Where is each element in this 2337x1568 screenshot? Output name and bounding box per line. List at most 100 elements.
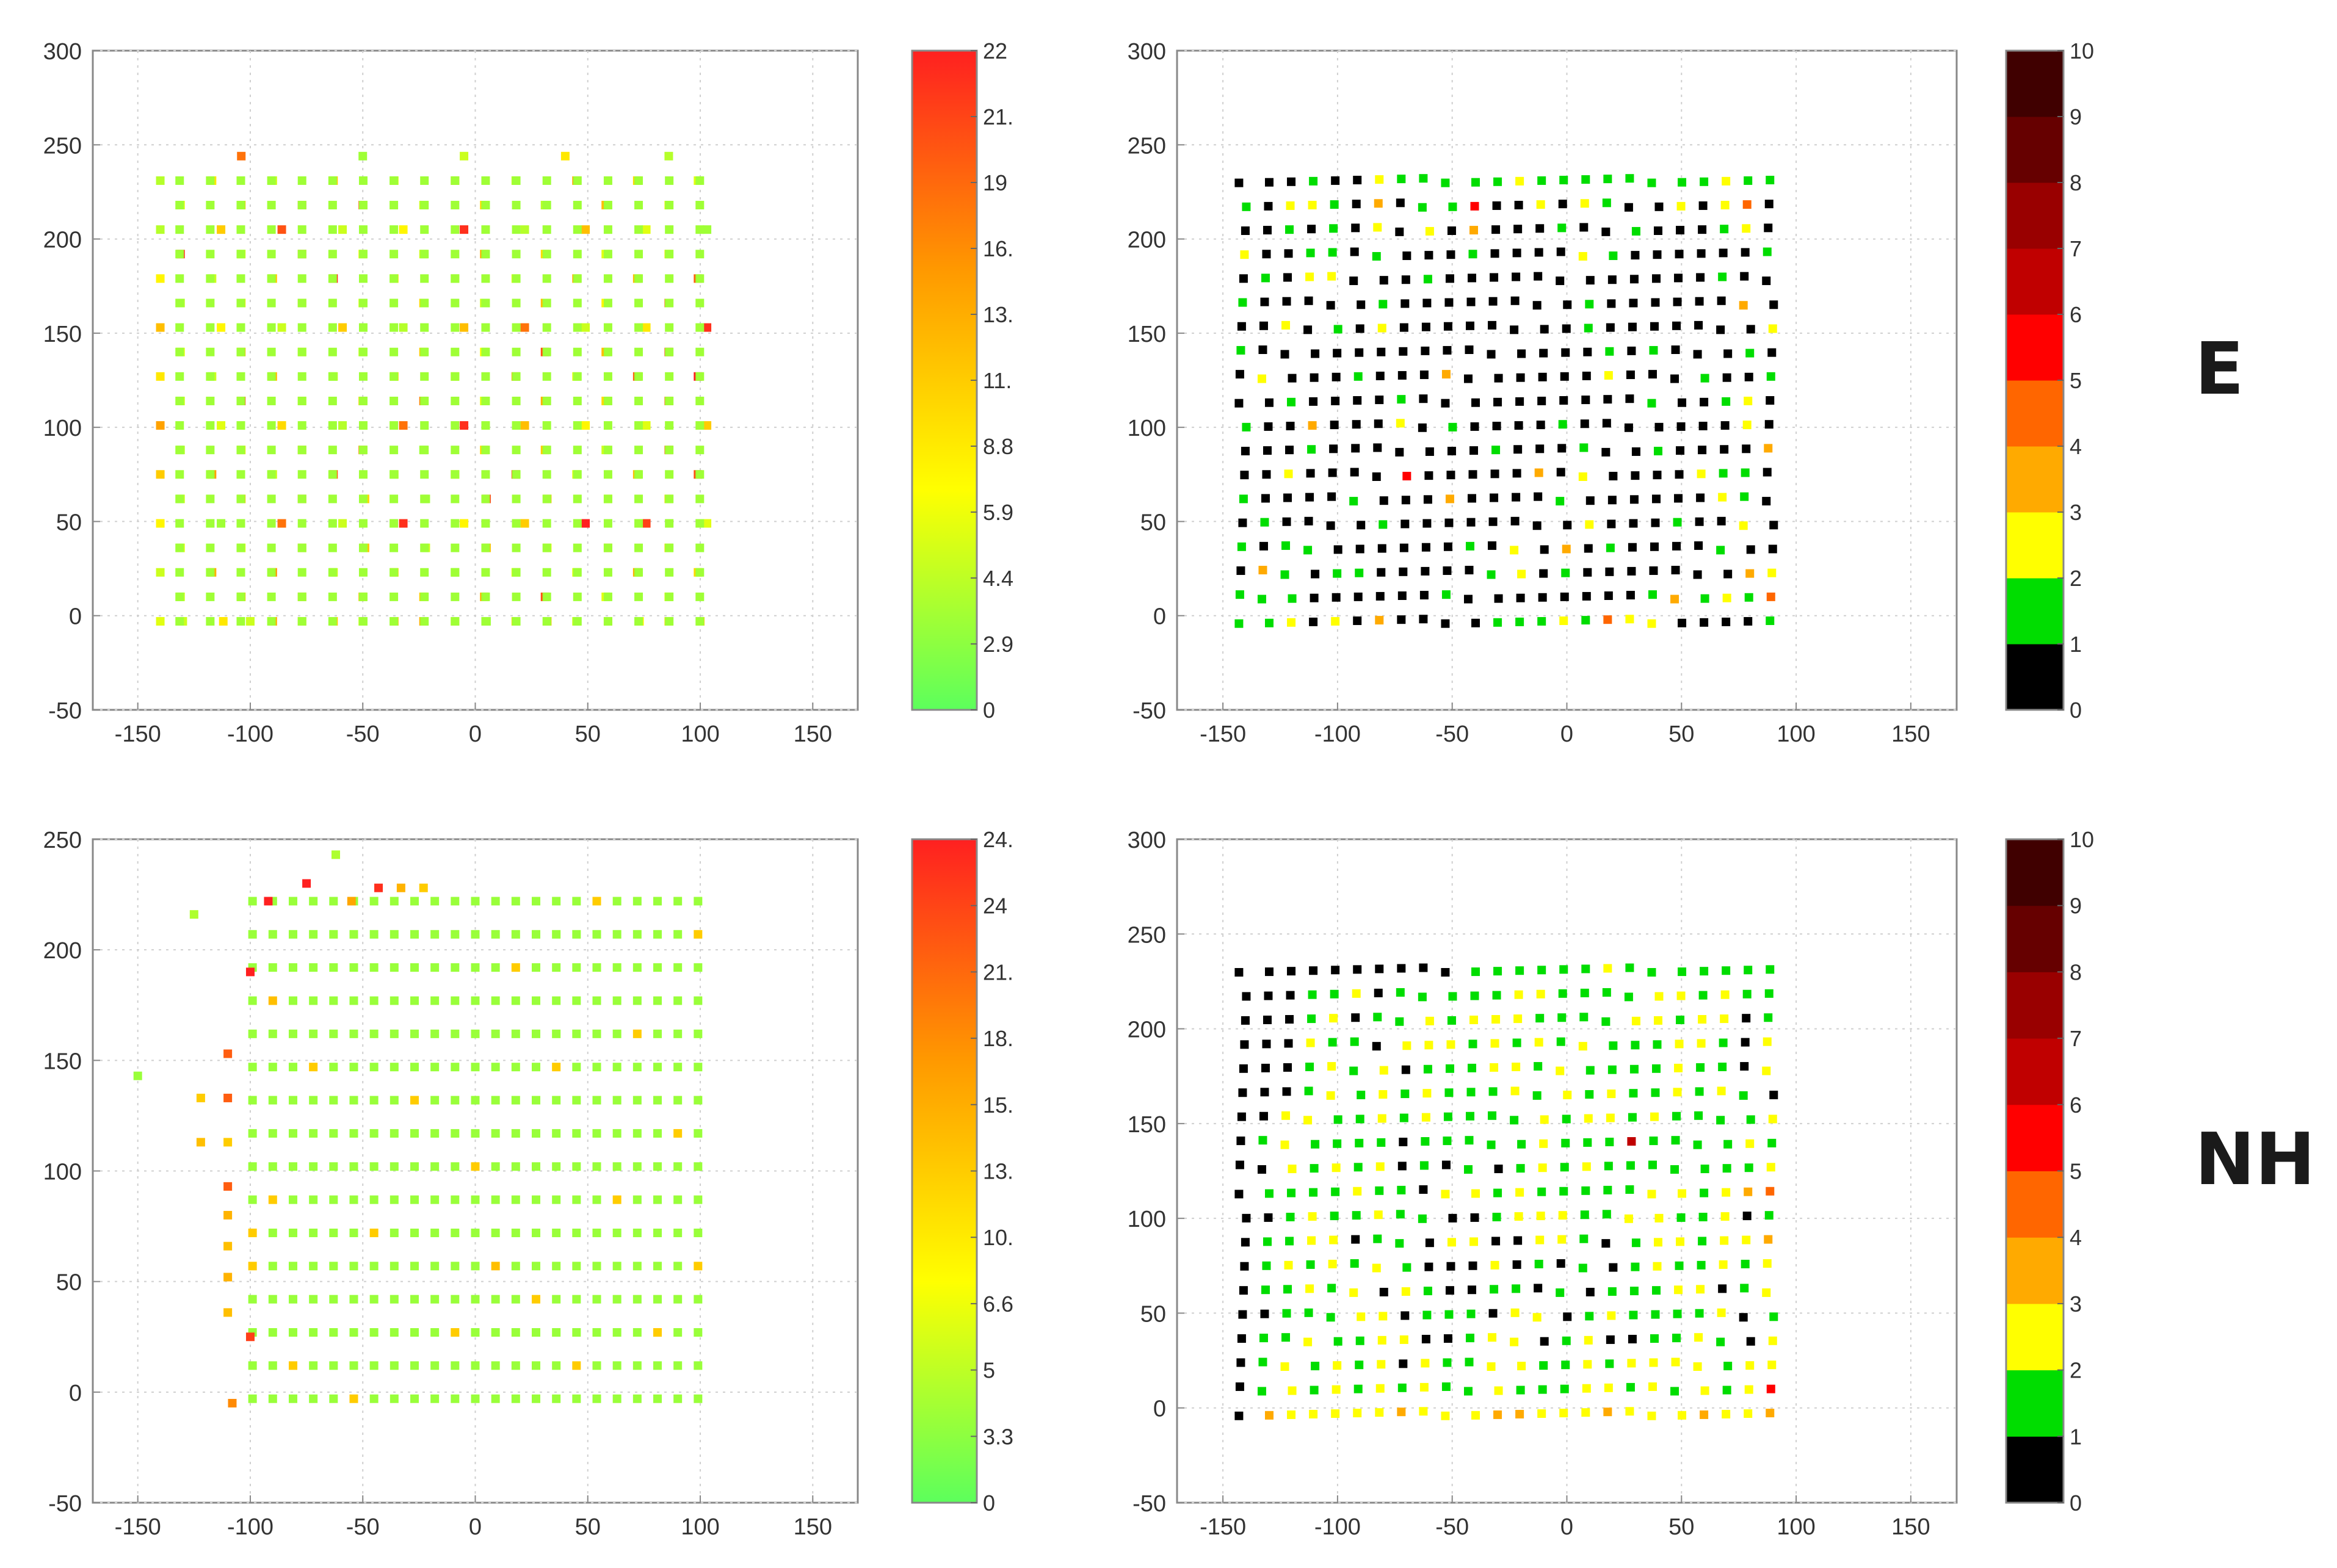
- data-point: [1494, 1386, 1503, 1395]
- data-point: [573, 250, 582, 259]
- data-point: [1558, 420, 1567, 429]
- colorbar-step: [2006, 51, 2063, 117]
- data-point: [573, 201, 582, 210]
- data-point: [1628, 1334, 1637, 1343]
- data-point: [268, 1096, 277, 1105]
- data-point: [1675, 1039, 1684, 1049]
- data-point: [471, 1295, 480, 1304]
- data-point: [1628, 543, 1637, 552]
- data-point: [1512, 1062, 1521, 1071]
- data-point: [1491, 446, 1501, 455]
- x-tick-label: 100: [681, 1514, 719, 1540]
- colorbar-step: [2006, 578, 2063, 645]
- chart-panel-2: -150 -100 -50 0 50 100 150-5005010015020025030…: [1128, 38, 2094, 747]
- data-point: [603, 519, 612, 528]
- data-point: [390, 225, 399, 234]
- data-point: [532, 1394, 541, 1403]
- data-point: [268, 1195, 277, 1204]
- data-point: [572, 1129, 581, 1138]
- data-point: [1678, 1189, 1687, 1198]
- data-point: [1285, 446, 1294, 455]
- data-point: [1375, 964, 1384, 974]
- data-point: [1651, 298, 1660, 307]
- data-point: [1328, 468, 1337, 477]
- data-point: [1604, 1383, 1613, 1392]
- data-point: [156, 323, 165, 332]
- data-point: [665, 225, 674, 234]
- colorbar-tick-label: 0: [983, 1490, 995, 1516]
- data-point: [532, 963, 541, 972]
- data-point: [1242, 202, 1251, 211]
- data-point: [1625, 394, 1634, 403]
- data-point: [653, 1228, 662, 1237]
- data-point: [217, 323, 226, 332]
- data-point: [665, 396, 674, 405]
- data-point: [1764, 444, 1773, 453]
- data-point: [1717, 1308, 1726, 1317]
- data-point: [512, 592, 521, 601]
- data-point: [632, 1394, 642, 1403]
- data-point: [309, 1096, 318, 1105]
- data-point: [1419, 394, 1428, 403]
- data-point: [1377, 1114, 1386, 1123]
- data-point: [1469, 1237, 1479, 1246]
- chart-panel-4: -150 -100 -50 0 50 100 150-5005010015020025030…: [1128, 827, 2094, 1540]
- data-point: [430, 1262, 440, 1271]
- data-point: [1331, 176, 1340, 185]
- data-point: [603, 446, 612, 455]
- x-tick-label: 150: [1891, 1514, 1930, 1540]
- data-point: [1766, 1163, 1775, 1172]
- data-point: [329, 1361, 338, 1370]
- data-point: [1556, 1288, 1565, 1297]
- data-point: [511, 1195, 520, 1204]
- data-point: [471, 930, 480, 939]
- data-point: [1305, 493, 1314, 502]
- data-point: [1240, 250, 1249, 259]
- data-point: [1234, 178, 1244, 187]
- data-point: [1355, 1360, 1364, 1370]
- data-point: [1768, 544, 1777, 554]
- data-point: [1396, 1210, 1405, 1219]
- data-point: [1490, 273, 1499, 282]
- data-point: [1649, 1358, 1658, 1367]
- colorbar-tick-label: 1: [2070, 1424, 2082, 1449]
- data-point: [1744, 593, 1753, 602]
- data-point: [1425, 1016, 1434, 1025]
- data-point: [206, 396, 215, 405]
- data-point: [1488, 1111, 1497, 1120]
- data-point: [1375, 591, 1385, 601]
- data-point: [634, 446, 643, 455]
- data-point: [1448, 422, 1457, 432]
- data-point: [1446, 1262, 1455, 1271]
- data-point: [1696, 1285, 1705, 1294]
- data-point: [264, 897, 273, 906]
- data-point: [1562, 324, 1571, 333]
- colorbar-step: [2006, 182, 2063, 249]
- data-point: [1441, 399, 1450, 408]
- data-point: [1625, 963, 1634, 972]
- data-point: [1397, 1162, 1407, 1171]
- data-point: [1493, 967, 1502, 976]
- y-tick-label: 300: [43, 39, 82, 65]
- data-point: [349, 1063, 358, 1072]
- data-point: [1331, 966, 1340, 975]
- data-point: [1374, 419, 1383, 428]
- data-point: [673, 1162, 683, 1171]
- data-point: [1579, 223, 1589, 232]
- data-point: [1327, 1062, 1336, 1071]
- data-point: [1510, 516, 1520, 526]
- data-point: [1510, 1337, 1519, 1346]
- data-point: [430, 1063, 440, 1072]
- data-point: [592, 1195, 601, 1204]
- data-point: [1490, 493, 1499, 502]
- data-point: [592, 1262, 601, 1271]
- data-point: [1311, 569, 1320, 579]
- data-point: [1258, 1136, 1267, 1145]
- data-point: [451, 963, 460, 972]
- data-point: [1538, 1163, 1547, 1172]
- data-point: [430, 1162, 440, 1171]
- data-point: [396, 883, 405, 892]
- data-point: [1513, 445, 1523, 454]
- data-point: [1578, 1263, 1587, 1273]
